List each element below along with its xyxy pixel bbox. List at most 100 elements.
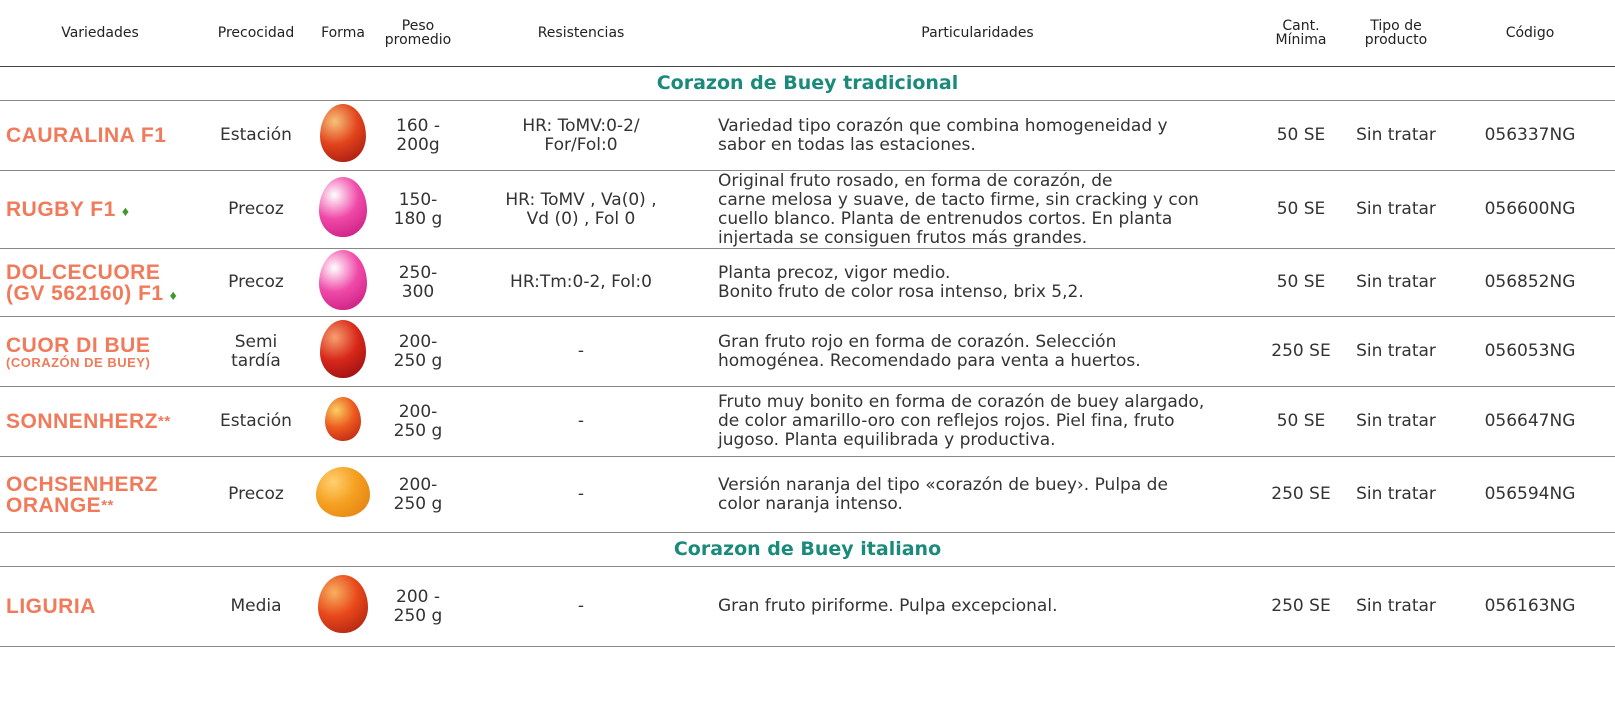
precocidad: Semi tardía [200, 316, 312, 387]
organic-icon: ♦ [121, 203, 130, 219]
resistencias: HR: ToMV:0-2/ For/Fol:0 [462, 100, 700, 171]
particularidades: Gran fruto rojo en forma de corazón. Sel… [700, 316, 1255, 387]
forma [312, 170, 374, 249]
fruit-shape [319, 177, 367, 237]
cantidad: 250 SE [1255, 456, 1347, 533]
particularidades: Fruto muy bonito en forma de corazón de … [700, 386, 1255, 457]
variety-cell: DOLCECUORE (GV 562160) F1 ♦ [0, 248, 200, 317]
variety-cell: SONNENHERZ** [0, 386, 200, 457]
fruit-shape [325, 397, 361, 441]
organic-icon: ♦ [169, 286, 178, 303]
variety-name: CAURALINA F1 [6, 124, 167, 147]
variety-note: ** [158, 413, 171, 430]
variety-name: DOLCECUORE (GV 562160) F1 [6, 260, 164, 305]
particularidades: Gran fruto piriforme. Pulpa excepcional. [700, 566, 1255, 647]
codigo: 056337NG [1445, 100, 1615, 171]
resistencias: HR:Tm:0-2, Fol:0 [462, 248, 700, 317]
resistencias: - [462, 566, 700, 647]
tipo: Sin tratar [1347, 566, 1445, 647]
precocidad: Estación [200, 386, 312, 457]
precocidad: Estación [200, 100, 312, 171]
codigo: 056053NG [1445, 316, 1615, 387]
column-header: Particularidades [700, 0, 1255, 67]
resistencias: - [462, 316, 700, 387]
variety-name: CUOR DI BUE [6, 333, 151, 357]
variety-table: Variedades Precocidad Forma Peso promedio Re… [0, 0, 1615, 647]
peso: 150- 180 g [374, 170, 462, 249]
resistencias: HR: ToMV , Va(0) , Vd (0) , Fol 0 [462, 170, 700, 249]
resistencias: - [462, 456, 700, 533]
variety-name: OCHSENHERZ ORANGE [6, 472, 159, 517]
variety-cell: CAURALINA F1 [0, 100, 200, 171]
particularidades: Planta precoz, vigor medio. Bonito fruto… [700, 248, 1255, 317]
section-row: Corazon de Buey tradicional [0, 66, 1615, 101]
variety-sub: (CORAZÓN DE BUEY) [6, 354, 151, 370]
variety-row: LIGURIA Media 200 - 250 g - Gran fruto pirif… [0, 566, 1615, 647]
codigo: 056852NG [1445, 248, 1615, 317]
cantidad: 250 SE [1255, 566, 1347, 647]
column-header: Variedades [0, 0, 200, 67]
fruit-shape [320, 104, 366, 162]
precocidad: Precoz [200, 170, 312, 249]
forma [312, 386, 374, 457]
forma [312, 566, 374, 647]
tipo: Sin tratar [1347, 170, 1445, 249]
codigo: 056647NG [1445, 386, 1615, 457]
particularidades: Original fruto rosado, en forma de coraz… [700, 170, 1255, 249]
variety-name: RUGBY F1 [6, 198, 116, 221]
table-body: Corazon de Buey tradicional CAURALINA F1 E… [0, 66, 1615, 647]
codigo: 056600NG [1445, 170, 1615, 249]
peso: 200- 250 g [374, 456, 462, 533]
peso: 160 - 200g [374, 100, 462, 171]
section-title: Corazon de Buey tradicional [0, 66, 1615, 101]
variety-name: SONNENHERZ [6, 410, 159, 433]
column-header: Peso promedio [374, 0, 462, 67]
cantidad: 50 SE [1255, 248, 1347, 317]
variety-cell: CUOR DI BUE (CORAZÓN DE BUEY) [0, 316, 200, 387]
cantidad: 50 SE [1255, 100, 1347, 171]
particularidades: Variedad tipo corazón que combina homoge… [700, 100, 1255, 171]
column-header: Resistencias [462, 0, 700, 67]
tipo: Sin tratar [1347, 100, 1445, 171]
variety-cell: RUGBY F1 ♦ [0, 170, 200, 249]
column-header: Cant. Mínima [1255, 0, 1347, 67]
codigo: 056163NG [1445, 566, 1615, 647]
variety-row: DOLCECUORE (GV 562160) F1 ♦ Precoz 250- 300… [0, 248, 1615, 317]
column-header: Forma [312, 0, 374, 67]
tipo: Sin tratar [1347, 386, 1445, 457]
variety-cell: OCHSENHERZ ORANGE** [0, 456, 200, 533]
header-row: Variedades Precocidad Forma Peso promedio Re… [0, 0, 1615, 67]
variety-row: SONNENHERZ** Estación 200- 250 g - Fruto muy… [0, 386, 1615, 457]
precocidad: Precoz [200, 248, 312, 317]
cantidad: 250 SE [1255, 316, 1347, 387]
tipo: Sin tratar [1347, 456, 1445, 533]
tipo: Sin tratar [1347, 316, 1445, 387]
resistencias: - [462, 386, 700, 457]
forma [312, 248, 374, 317]
particularidades: Versión naranja del tipo «corazón de bue… [700, 456, 1255, 533]
variety-row: CUOR DI BUE (CORAZÓN DE BUEY) Semi tardía 2… [0, 316, 1615, 387]
section-row: Corazon de Buey italiano [0, 532, 1615, 567]
peso: 250- 300 [374, 248, 462, 317]
fruit-shape [318, 575, 368, 633]
column-header: Precocidad [200, 0, 312, 67]
cantidad: 50 SE [1255, 386, 1347, 457]
variety-note: ** [101, 496, 114, 514]
tipo: Sin tratar [1347, 248, 1445, 317]
variety-name: LIGURIA [6, 595, 96, 618]
variety-row: RUGBY F1 ♦ Precoz 150- 180 g HR: ToMV , Va(0… [0, 170, 1615, 249]
cantidad: 50 SE [1255, 170, 1347, 249]
fruit-shape [316, 467, 370, 517]
variety-row: CAURALINA F1 Estación 160 - 200g HR: ToMV:0… [0, 100, 1615, 171]
codigo: 056594NG [1445, 456, 1615, 533]
forma [312, 316, 374, 387]
peso: 200 - 250 g [374, 566, 462, 647]
fruit-shape [319, 250, 367, 310]
fruit-shape [320, 320, 366, 378]
peso: 200- 250 g [374, 316, 462, 387]
column-header: Código [1445, 0, 1615, 67]
variety-row: OCHSENHERZ ORANGE** Precoz 200- 250 g - Vers… [0, 456, 1615, 533]
precocidad: Precoz [200, 456, 312, 533]
peso: 200- 250 g [374, 386, 462, 457]
